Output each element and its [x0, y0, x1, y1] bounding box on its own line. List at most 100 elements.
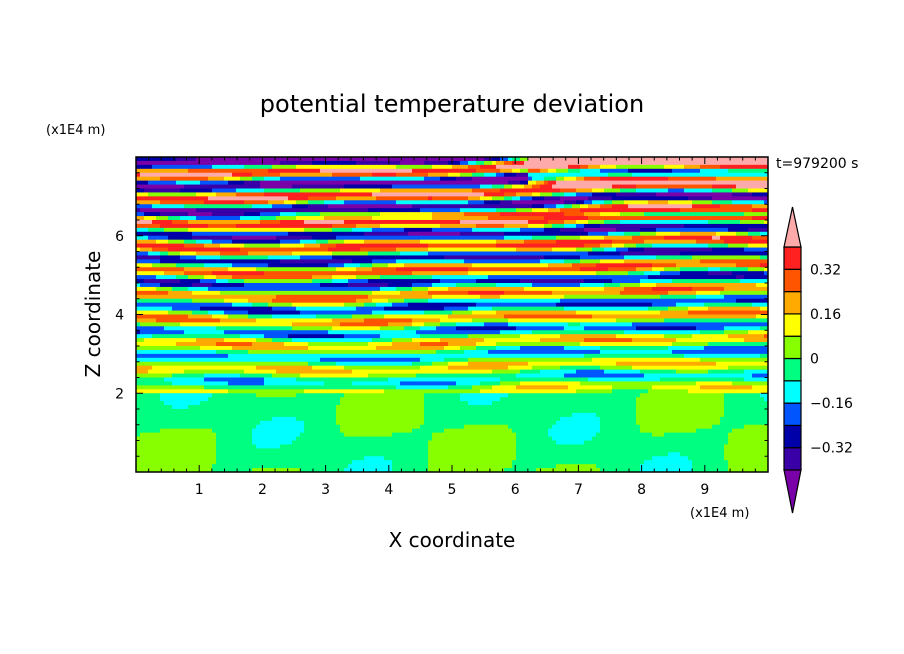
field-cell: [592, 263, 597, 268]
field-cell: [396, 275, 401, 280]
field-cell: [228, 157, 233, 162]
field-cell: [168, 192, 173, 197]
field-cell: [448, 223, 453, 229]
field-cell: [476, 188, 481, 193]
field-cell: [172, 176, 177, 182]
field-cell: [564, 275, 569, 280]
field-cell: [716, 235, 721, 241]
field-cell: [584, 176, 589, 182]
field-cell: [276, 164, 281, 170]
field-cell: [452, 212, 457, 217]
field-cell: [604, 227, 609, 233]
field-cell: [712, 255, 717, 260]
field-cell: [696, 231, 701, 237]
field-cell: [148, 271, 153, 276]
field-cell: [468, 157, 473, 162]
field-cell: [600, 180, 605, 185]
field-cell: [348, 188, 353, 193]
field-cell: [136, 251, 141, 256]
field-cell: [412, 212, 417, 217]
field-cell: [196, 216, 201, 221]
field-cell: [232, 176, 237, 182]
field-cell: [156, 200, 161, 205]
field-cell: [452, 259, 457, 264]
field-cell: [580, 220, 585, 225]
field-cell: [476, 164, 481, 170]
field-cell: [280, 227, 285, 233]
field-cell: [764, 251, 769, 256]
field-cell: [424, 251, 429, 256]
field-cell: [472, 200, 477, 205]
field-cell: [548, 212, 553, 217]
field-cell: [388, 275, 393, 280]
field-cell: [480, 271, 485, 276]
field-cell: [280, 271, 285, 276]
field-cell: [716, 164, 721, 170]
field-cell: [180, 259, 185, 264]
field-cell: [332, 208, 337, 213]
field-cell: [168, 231, 173, 237]
field-cell: [708, 239, 713, 245]
field-cell: [268, 239, 273, 245]
field-cell: [720, 212, 725, 217]
field-cell: [280, 235, 285, 241]
field-cell: [148, 223, 153, 229]
field-cell: [432, 267, 437, 272]
field-cell: [428, 243, 433, 248]
field-cell: [720, 243, 725, 248]
field-cell: [748, 267, 753, 272]
field-cell: [500, 223, 505, 229]
field-cell: [520, 263, 525, 268]
field-cell: [728, 251, 733, 256]
field-cell: [656, 247, 661, 252]
field-cell: [544, 212, 549, 217]
field-cell: [144, 220, 149, 225]
field-cell: [372, 235, 377, 241]
field-cell: [552, 200, 557, 205]
field-cell: [708, 259, 713, 264]
field-cell: [592, 227, 597, 233]
field-cell: [448, 176, 453, 182]
field-cell: [228, 247, 233, 252]
field-cell: [268, 208, 273, 213]
field-cell: [764, 192, 769, 197]
field-cell: [436, 220, 441, 225]
field-cell: [720, 255, 725, 260]
field-cell: [384, 239, 389, 245]
field-cell: [364, 267, 369, 272]
field-cell: [640, 176, 645, 182]
field-cell: [364, 247, 369, 252]
field-cell: [748, 263, 753, 268]
field-cell: [396, 223, 401, 229]
field-cell: [416, 239, 421, 245]
field-cell: [436, 176, 441, 182]
field-cell: [164, 196, 169, 201]
field-cell: [748, 164, 753, 170]
field-cell: [208, 220, 213, 225]
field-cell: [200, 263, 205, 268]
field-cell: [624, 168, 629, 174]
field-cell: [428, 247, 433, 252]
field-cell: [396, 168, 401, 174]
field-cell: [712, 200, 717, 205]
field-cell: [356, 172, 361, 178]
field-cell: [332, 220, 337, 225]
field-cell: [564, 164, 569, 170]
field-cell: [412, 223, 417, 229]
field-cell: [364, 164, 369, 170]
field-cell: [496, 255, 501, 260]
field-cell: [172, 279, 177, 284]
field-cell: [136, 160, 141, 166]
field-cell: [272, 263, 277, 268]
field-cell: [564, 160, 569, 166]
field-cell: [652, 263, 657, 268]
field-cell: [276, 180, 281, 185]
field-cell: [624, 160, 629, 166]
field-cell: [592, 259, 597, 264]
field-cell: [596, 160, 601, 166]
field-cell: [644, 160, 649, 166]
field-cell: [592, 255, 597, 260]
field-cell: [148, 235, 153, 241]
field-cell: [208, 204, 213, 209]
field-cell: [680, 196, 685, 201]
